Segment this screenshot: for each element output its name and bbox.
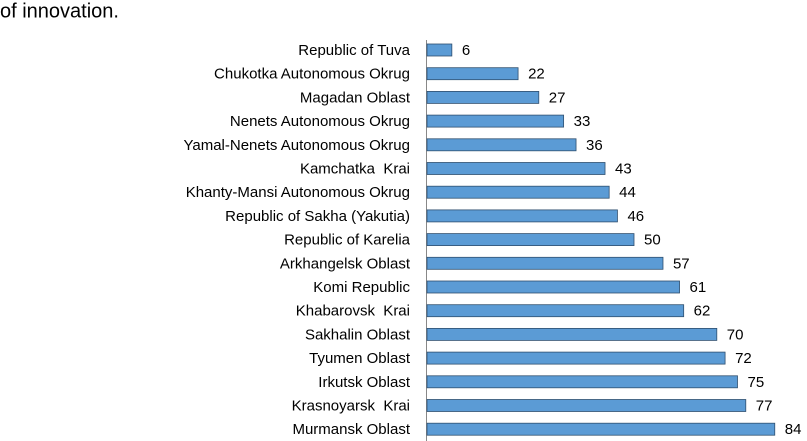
value-label: 46	[627, 208, 644, 225]
bar	[426, 304, 685, 318]
category-label: Khabarovsk Krai	[296, 303, 410, 320]
category-label: Kamchatka Krai	[300, 160, 410, 177]
bar	[426, 67, 519, 81]
category-label: Chukotka Autonomous Okrug	[214, 66, 410, 83]
category-label: Khanty-Mansi Autonomous Okrug	[186, 184, 410, 201]
bar	[426, 138, 577, 152]
bar	[426, 399, 747, 412]
category-label: Republic of Sakha (Yakutia)	[225, 208, 410, 225]
bar	[426, 256, 664, 270]
value-label: 43	[615, 160, 632, 177]
category-label: Murmansk Oblast	[292, 421, 410, 438]
value-label: 44	[619, 184, 636, 201]
value-label: 62	[694, 303, 711, 320]
value-label: 36	[586, 137, 603, 154]
value-label: 50	[644, 232, 661, 249]
value-label: 75	[748, 374, 765, 391]
bar	[426, 327, 718, 341]
value-label: 77	[756, 397, 773, 414]
value-label: 33	[574, 113, 591, 130]
category-label: Yamal-Nenets Autonomous Okrug	[183, 137, 410, 154]
category-label: Arkhangelsk Oblast	[280, 255, 411, 272]
header-text: of innovation.	[0, 0, 119, 22]
category-label: Sakhalin Oblast	[305, 326, 411, 343]
value-label: 27	[549, 89, 566, 106]
bar	[426, 422, 776, 436]
category-label: Nenets Autonomous Okrug	[230, 113, 410, 130]
value-label: 70	[727, 326, 744, 343]
bar	[426, 351, 726, 365]
value-label: 22	[528, 66, 545, 83]
value-label: 84	[785, 421, 802, 438]
value-label: 6	[462, 42, 470, 59]
value-label: 61	[690, 279, 707, 296]
bar	[426, 162, 606, 175]
bar	[426, 233, 635, 247]
category-label: Krasnoyarsk Krai	[292, 397, 410, 414]
bar	[426, 209, 618, 223]
category-label: Komi Republic	[313, 279, 410, 296]
bar	[426, 43, 453, 57]
bar	[426, 280, 680, 294]
category-label: Irkutsk Oblast	[318, 374, 411, 391]
bar	[426, 114, 565, 128]
category-label: Republic of Karelia	[284, 232, 411, 249]
value-label: 57	[673, 255, 690, 272]
value-label: 72	[735, 350, 752, 367]
category-label: Tyumen Oblast	[309, 350, 411, 367]
category-label: Republic of Tuva	[298, 42, 410, 59]
bar	[426, 185, 610, 199]
bar	[426, 91, 540, 104]
category-label: Magadan Oblast	[300, 89, 411, 106]
bar	[426, 375, 738, 389]
